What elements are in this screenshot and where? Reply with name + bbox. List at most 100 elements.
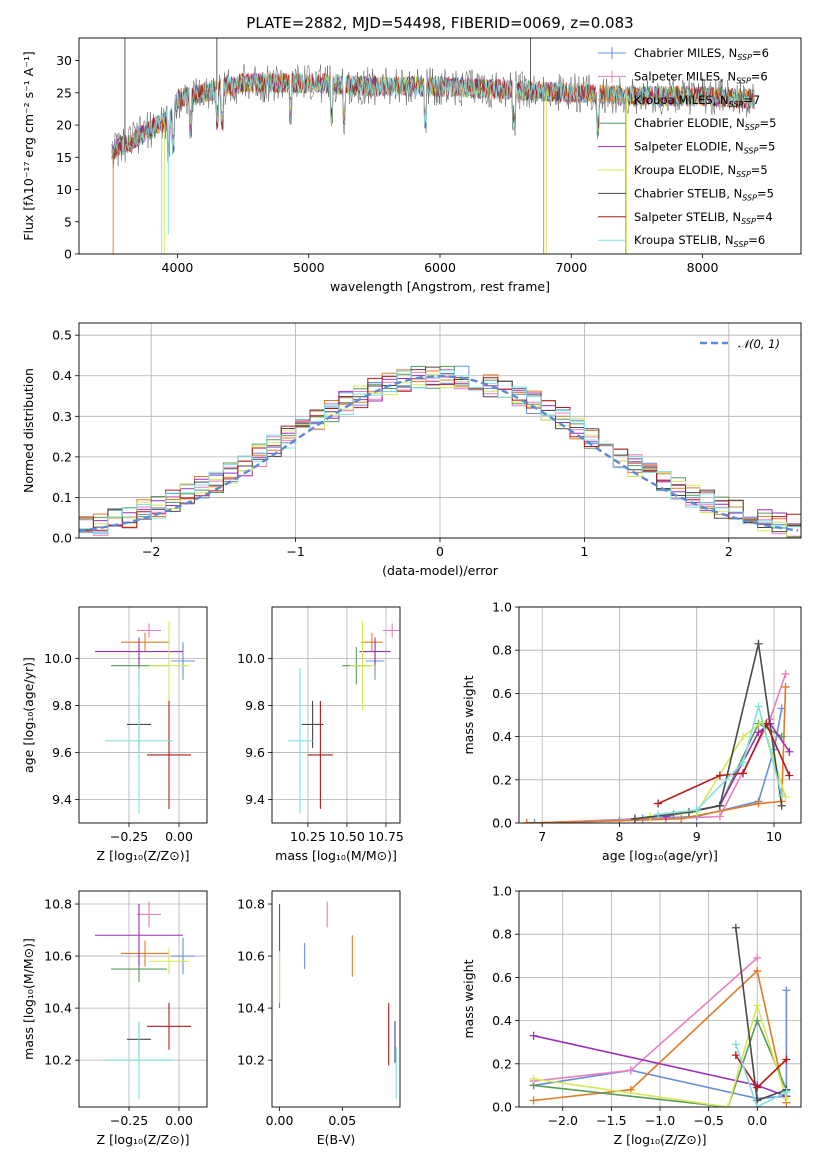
- plot-area-massweight-Z: [529, 923, 791, 1107]
- y-tick-label: 20: [56, 118, 72, 133]
- point-marker: [753, 1083, 762, 1092]
- y-tick-label: 10.4: [44, 1001, 72, 1016]
- legend-label: Kroupa MILES, NSSP=7: [634, 93, 760, 109]
- panel-massweight-Z: −2.0 −1.5 −1.0 −0.5 0.0 0.0 0.2 0.4 0.6 0.8 1.0 Z […: [461, 884, 802, 1147]
- y-tick-label: 9.4: [245, 792, 265, 807]
- point-marker: [692, 806, 701, 815]
- y-tick-label: 15: [56, 150, 72, 165]
- point-marker: [630, 814, 639, 823]
- x-tick-label: −1.0: [645, 1113, 675, 1128]
- point-marker: [754, 799, 763, 808]
- axes-frame: [271, 890, 401, 1108]
- x-tick-label: −2: [142, 544, 160, 559]
- point-marker: [731, 923, 740, 932]
- point-marker: [781, 682, 790, 691]
- point-marker: [785, 771, 794, 780]
- point-marker: [731, 1040, 740, 1049]
- y-tick-label: 10: [56, 182, 72, 197]
- point-marker: [782, 986, 791, 995]
- panel-residuals: −2 −1 0 1 2 0.0 0.1 0.2 0.3 0.4 0.5 (data-model)/er…: [21, 322, 802, 578]
- x-tick-label: −1.5: [596, 1113, 626, 1128]
- x-tick-label: 0: [436, 544, 444, 559]
- y-tick-label: 10.0: [44, 651, 72, 666]
- point-marker: [777, 790, 786, 799]
- legend-label: Salpeter STELIB, NSSP=4: [634, 210, 773, 226]
- x-tick-label: 0.0: [747, 1113, 767, 1128]
- point-marker: [777, 801, 786, 810]
- x-tick-label: 8: [615, 829, 623, 844]
- x-tick-label: −1: [286, 544, 304, 559]
- y-tick-label: 0.5: [52, 328, 72, 343]
- x-tick-label: 0.05: [328, 1113, 356, 1128]
- point-marker: [522, 819, 531, 823]
- hist-salpeter-stelib: [79, 375, 801, 531]
- point-marker: [715, 771, 724, 780]
- point-marker: [739, 758, 748, 767]
- x-tick-label: 10.25: [290, 829, 326, 844]
- point-marker: [782, 1087, 791, 1096]
- y-tick-label: 1.0: [492, 884, 512, 899]
- y-tick-label: 0.2: [52, 449, 72, 464]
- x-tick-label: −2.0: [548, 1113, 578, 1128]
- x-tick-label: 10: [766, 829, 782, 844]
- y-tick-label: 9.6: [52, 745, 72, 760]
- x-tick-label: 9: [693, 829, 701, 844]
- x-axis-label: (data-model)/error: [382, 563, 499, 578]
- y-tick-label: 0.0: [492, 816, 512, 831]
- point-marker: [626, 1066, 635, 1075]
- x-tick-label: 7: [538, 829, 546, 844]
- y-tick-label: 0.6: [492, 970, 512, 985]
- legend-label: Chabrier MILES, NSSP=6: [634, 46, 769, 62]
- plot-area-spectrum: [111, 38, 755, 254]
- y-tick-label: 0.8: [492, 927, 512, 942]
- point-marker: [654, 799, 663, 808]
- plot-area-mass-Z: [95, 901, 195, 1100]
- legend: Chabrier MILES, NSSP=6 Salpeter MILES, NS…: [598, 46, 776, 249]
- figure-title: PLATE=2882, MJD=54498, FIBERID=0069, z=0…: [246, 14, 633, 32]
- point-marker: [754, 728, 763, 737]
- y-axis-label: age [log₁₀(age/yr)]: [21, 657, 36, 773]
- point-marker: [529, 1031, 538, 1040]
- x-tick-label: 8000: [687, 260, 719, 275]
- point-marker: [753, 1103, 762, 1107]
- point-marker: [530, 819, 539, 823]
- y-tick-label: 10.2: [237, 1053, 265, 1068]
- point-marker: [529, 1074, 538, 1083]
- legend-label: Kroupa ELODIE, NSSP=5: [634, 163, 768, 179]
- axes-frame: [518, 890, 802, 1108]
- y-tick-label: 0.2: [492, 772, 512, 787]
- point-marker: [754, 702, 763, 711]
- x-axis-label: wavelength [Angstrom, rest frame]: [330, 279, 550, 294]
- y-tick-label: 0.0: [492, 1100, 512, 1115]
- axes-frame: [78, 890, 208, 1108]
- x-tick-label: 0.00: [266, 1113, 294, 1128]
- x-axis-label: Z [log₁₀(Z/Z⊙)]: [614, 1132, 707, 1147]
- y-tick-label: 0.3: [52, 409, 72, 424]
- x-axis-label: Z [log₁₀(Z/Z⊙)]: [97, 1132, 190, 1147]
- y-tick-label: 10.6: [44, 949, 72, 964]
- point-marker: [529, 1096, 538, 1105]
- x-tick-label: 10.75: [368, 829, 404, 844]
- y-tick-label: 0.4: [52, 368, 72, 383]
- axes-frame: [78, 322, 802, 539]
- y-tick-label: 0.4: [492, 1013, 512, 1028]
- axes-frame: [271, 606, 401, 824]
- series-kroupa-elodie: [533, 1002, 788, 1107]
- point-marker: [731, 1051, 740, 1060]
- x-tick-label: 2: [725, 544, 733, 559]
- point-marker: [753, 966, 762, 975]
- point-marker: [739, 769, 748, 778]
- x-tick-label: 1: [580, 544, 588, 559]
- y-tick-label: 10.4: [237, 1001, 265, 1016]
- x-tick-label: 0.00: [165, 829, 193, 844]
- y-tick-label: 10.2: [44, 1053, 72, 1068]
- panel-mass-Z: −0.25 0.00 10.2 10.4 10.6 10.8 Z [log₁₀(Z/Z⊙)]…: [21, 890, 208, 1147]
- x-tick-label: −0.25: [110, 1113, 148, 1128]
- series-kroupa-stelib: [735, 1044, 787, 1107]
- series-salpeter-miles: [533, 957, 758, 1082]
- y-tick-label: 10.8: [44, 897, 72, 912]
- x-tick-label: 4000: [162, 260, 194, 275]
- y-axis-label: mass [log₁₀(M/M⊙)]: [21, 938, 36, 1060]
- x-tick-label: 5000: [293, 260, 325, 275]
- y-tick-label: 5: [64, 214, 72, 229]
